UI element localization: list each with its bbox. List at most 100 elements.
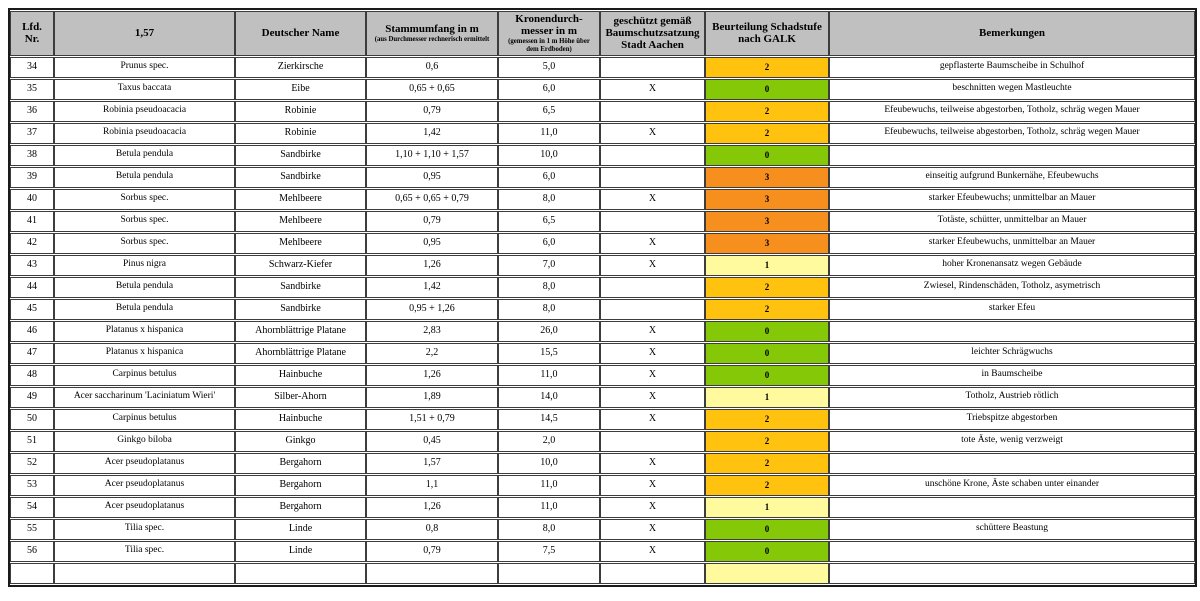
cell-bemerkungen: in Baumscheibe <box>829 364 1195 386</box>
header-title: Stammumfang in m <box>385 22 479 35</box>
cell-german-name: Robinie <box>235 122 366 144</box>
cell-bemerkungen: Zwiesel, Rindenschäden, Totholz, asymetr… <box>829 276 1195 298</box>
cell-lfd-nr <box>10 562 54 584</box>
header-title: Lfd. Nr. <box>22 21 42 46</box>
cell-stammumfang: 0,79 <box>366 100 498 122</box>
cell-kronendurchmesser: 8,0 <box>498 298 600 320</box>
table-row: 43 Pinus nigra Schwarz-Kiefer 1,26 7,0 X… <box>10 254 1195 276</box>
cell-botanical-name: Robinia pseudoacacia <box>54 100 235 122</box>
cell-botanical-name: Prunus spec. <box>54 56 235 78</box>
cell-bemerkungen: starker Efeubewuchs, unmittelbar an Maue… <box>829 232 1195 254</box>
cell-german-name: Ginkgo <box>235 430 366 452</box>
cell-stammumfang: 1,89 <box>366 386 498 408</box>
cell-schadstufe: 0 <box>705 364 829 386</box>
cell-schadstufe <box>705 562 829 584</box>
cell-stammumfang: 1,57 <box>366 452 498 474</box>
cell-schadstufe: 2 <box>705 430 829 452</box>
cell-lfd-nr: 55 <box>10 518 54 540</box>
cell-german-name: Mehlbeere <box>235 210 366 232</box>
cell-german-name: Bergahorn <box>235 496 366 518</box>
cell-geschuetzt <box>600 562 705 584</box>
cell-stammumfang: 0,6 <box>366 56 498 78</box>
cell-lfd-nr: 40 <box>10 188 54 210</box>
cell-kronendurchmesser: 10,0 <box>498 144 600 166</box>
cell-german-name: Ahornblättrige Platane <box>235 320 366 342</box>
cell-stammumfang: 1,42 <box>366 276 498 298</box>
cell-kronendurchmesser: 11,0 <box>498 474 600 496</box>
cell-schadstufe: 0 <box>705 518 829 540</box>
cell-bemerkungen <box>829 540 1195 562</box>
cell-geschuetzt: X <box>600 408 705 430</box>
cell-botanical-name: Tilia spec. <box>54 518 235 540</box>
header-title: 1,57 <box>134 27 155 40</box>
header-title: geschützt gemäß Baumschutzsatzung Stadt … <box>605 15 700 52</box>
cell-lfd-nr: 34 <box>10 56 54 78</box>
column-header-lfd-nr: Lfd. Nr. <box>10 11 54 56</box>
cell-stammumfang: 1,26 <box>366 364 498 386</box>
cell-schadstufe: 1 <box>705 254 829 276</box>
cell-schadstufe: 0 <box>705 78 829 100</box>
column-header-stammumfang: Stammumfang in m (aus Durchmesser rechner… <box>366 11 498 56</box>
table-row: 34 Prunus spec. Zierkirsche 0,6 5,0 2 ge… <box>10 56 1195 78</box>
cell-botanical-name: Robinia pseudoacacia <box>54 122 235 144</box>
cell-german-name: Bergahorn <box>235 452 366 474</box>
header-title: Deutscher Name <box>261 27 340 40</box>
header-row: Lfd. Nr. 1,57 Deutscher Name Stammumfang… <box>10 11 1195 56</box>
cell-botanical-name: Carpinus betulus <box>54 408 235 430</box>
cell-stammumfang: 0,79 <box>366 210 498 232</box>
cell-lfd-nr: 41 <box>10 210 54 232</box>
cell-schadstufe: 1 <box>705 496 829 518</box>
table-row: 41 Sorbus spec. Mehlbeere 0,79 6,5 3 Tot… <box>10 210 1195 232</box>
cell-lfd-nr: 49 <box>10 386 54 408</box>
cell-bemerkungen: starker Efeubewuchs; unmittelbar an Maue… <box>829 188 1195 210</box>
cell-kronendurchmesser: 11,0 <box>498 122 600 144</box>
cell-lfd-nr: 52 <box>10 452 54 474</box>
cell-bemerkungen <box>829 496 1195 518</box>
cell-schadstufe: 2 <box>705 100 829 122</box>
table-row: 36 Robinia pseudoacacia Robinie 0,79 6,5… <box>10 100 1195 122</box>
cell-stammumfang: 0,95 <box>366 166 498 188</box>
column-header-deutscher-name: Deutscher Name <box>235 11 366 56</box>
cell-kronendurchmesser: 14,0 <box>498 386 600 408</box>
cell-kronendurchmesser: 7,5 <box>498 540 600 562</box>
cell-schadstufe: 2 <box>705 474 829 496</box>
table-row: 42 Sorbus spec. Mehlbeere 0,95 6,0 X 3 s… <box>10 232 1195 254</box>
cell-lfd-nr: 46 <box>10 320 54 342</box>
cell-bemerkungen: Totäste, schütter, unmittelbar an Mauer <box>829 210 1195 232</box>
cell-botanical-name: Acer pseudoplatanus <box>54 496 235 518</box>
column-header-schadstufe-galk: Beurteilung Schadstufe nach GALK <box>705 11 829 56</box>
cell-geschuetzt <box>600 166 705 188</box>
cell-bemerkungen: einseitig aufgrund Bunkernähe, Efeubewuc… <box>829 166 1195 188</box>
cell-geschuetzt <box>600 56 705 78</box>
cell-kronendurchmesser: 6,0 <box>498 78 600 100</box>
cell-bemerkungen <box>829 562 1195 584</box>
header-title: Kronendurch- messer in m <box>515 13 583 38</box>
table-row: 44 Betula pendula Sandbirke 1,42 8,0 2 Z… <box>10 276 1195 298</box>
cell-german-name: Mehlbeere <box>235 188 366 210</box>
table-row: 37 Robinia pseudoacacia Robinie 1,42 11,… <box>10 122 1195 144</box>
cell-botanical-name: Ginkgo biloba <box>54 430 235 452</box>
cell-geschuetzt <box>600 430 705 452</box>
tree-survey-table: Lfd. Nr. 1,57 Deutscher Name Stammumfang… <box>8 8 1197 587</box>
cell-botanical-name <box>54 562 235 584</box>
cell-schadstufe: 3 <box>705 188 829 210</box>
cell-schadstufe: 0 <box>705 144 829 166</box>
cell-geschuetzt <box>600 100 705 122</box>
cell-geschuetzt: X <box>600 254 705 276</box>
cell-stammumfang: 1,10 + 1,10 + 1,57 <box>366 144 498 166</box>
table-row: 54 Acer pseudoplatanus Bergahorn 1,26 11… <box>10 496 1195 518</box>
cell-lfd-nr: 38 <box>10 144 54 166</box>
table-row: 56 Tilia spec. Linde 0,79 7,5 X 0 <box>10 540 1195 562</box>
cell-schadstufe: 3 <box>705 232 829 254</box>
cell-bemerkungen: tote Äste, wenig verzweigt <box>829 430 1195 452</box>
table-row: 40 Sorbus spec. Mehlbeere 0,65 + 0,65 + … <box>10 188 1195 210</box>
cell-kronendurchmesser: 11,0 <box>498 496 600 518</box>
header-title: Bemerkungen <box>979 27 1045 40</box>
cell-botanical-name: Tilia spec. <box>54 540 235 562</box>
cell-german-name: Zierkirsche <box>235 56 366 78</box>
cell-geschuetzt: X <box>600 122 705 144</box>
cell-kronendurchmesser: 6,5 <box>498 100 600 122</box>
cell-schadstufe: 3 <box>705 210 829 232</box>
cell-geschuetzt: X <box>600 452 705 474</box>
